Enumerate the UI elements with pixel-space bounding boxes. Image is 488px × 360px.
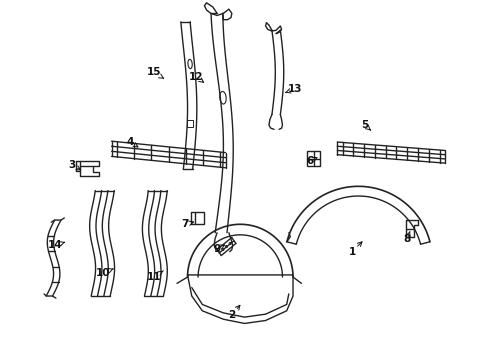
Text: 7: 7 [182, 219, 193, 229]
Text: 1: 1 [348, 242, 361, 257]
Text: 14: 14 [47, 240, 64, 251]
Bar [194, 212, 203, 224]
Text: 11: 11 [146, 271, 163, 282]
Text: 5: 5 [360, 120, 370, 130]
Text: 10: 10 [96, 268, 113, 278]
Bar [306, 151, 320, 166]
Text: 9: 9 [213, 244, 224, 254]
Text: 15: 15 [146, 67, 163, 78]
Text: 4: 4 [127, 137, 138, 147]
Text: 12: 12 [188, 72, 203, 82]
Text: 6: 6 [305, 156, 316, 166]
Text: 3: 3 [68, 160, 81, 170]
Text: 2: 2 [228, 305, 240, 320]
Text: 13: 13 [285, 84, 302, 94]
Text: 8: 8 [403, 231, 410, 244]
Bar [187, 120, 193, 127]
